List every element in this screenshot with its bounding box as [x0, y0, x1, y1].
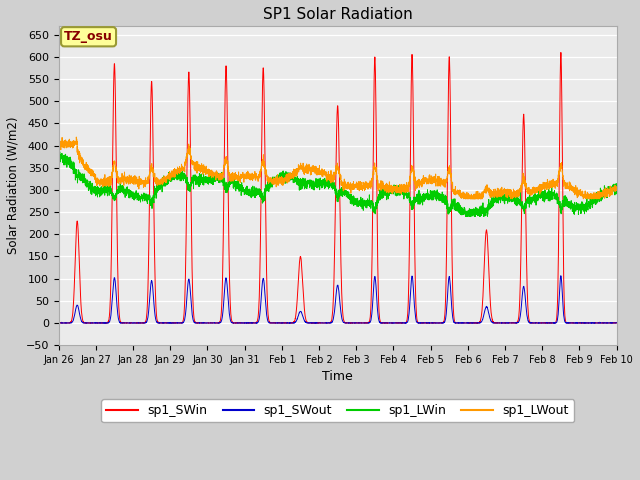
Line: sp1_LWin: sp1_LWin: [59, 152, 617, 216]
sp1_SWin: [155, 320, 163, 325]
sp1_LWout: [463, 190, 471, 195]
sp1_SWout: [495, 320, 502, 326]
sp1_LWin: [613, 191, 621, 196]
sp1_LWin: [317, 182, 324, 188]
sp1_LWin: [432, 194, 440, 200]
sp1_LWin: [462, 214, 470, 219]
Title: SP1 Solar Radiation: SP1 Solar Radiation: [263, 7, 413, 22]
X-axis label: Time: Time: [323, 371, 353, 384]
sp1_LWin: [495, 193, 502, 199]
sp1_LWin: [55, 152, 63, 158]
Line: sp1_SWin: sp1_SWin: [59, 52, 617, 323]
sp1_SWin: [557, 49, 564, 55]
sp1_LWout: [317, 171, 324, 177]
sp1_SWout: [557, 273, 564, 278]
Text: TZ_osu: TZ_osu: [64, 30, 113, 43]
sp1_LWin: [155, 181, 163, 187]
sp1_LWout: [55, 140, 63, 145]
Line: sp1_SWout: sp1_SWout: [59, 276, 617, 323]
sp1_SWin: [613, 320, 621, 325]
sp1_SWin: [495, 320, 502, 326]
Legend: sp1_SWin, sp1_SWout, sp1_LWin, sp1_LWout: sp1_SWin, sp1_SWout, sp1_LWin, sp1_LWout: [101, 399, 574, 422]
sp1_SWin: [317, 320, 324, 326]
sp1_LWout: [612, 187, 620, 192]
sp1_LWout: [495, 192, 502, 198]
Y-axis label: Solar Radiation (W/m2): Solar Radiation (W/m2): [7, 117, 20, 254]
sp1_SWin: [55, 320, 63, 326]
sp1_SWout: [155, 320, 163, 326]
sp1_LWout: [432, 183, 440, 189]
sp1_LWout: [155, 182, 163, 188]
sp1_SWin: [463, 320, 470, 326]
sp1_LWout: [460, 196, 468, 202]
sp1_SWin: [432, 320, 440, 326]
sp1_LWin: [463, 209, 471, 215]
sp1_SWout: [463, 320, 470, 326]
sp1_SWout: [56, 320, 63, 326]
sp1_LWout: [613, 187, 621, 192]
sp1_SWout: [317, 320, 324, 326]
sp1_LWin: [55, 149, 63, 155]
sp1_SWin: [612, 320, 620, 326]
sp1_LWout: [72, 134, 80, 140]
sp1_SWout: [612, 320, 620, 326]
sp1_SWout: [55, 320, 63, 326]
sp1_SWout: [613, 320, 621, 325]
sp1_LWin: [612, 191, 620, 197]
sp1_SWout: [432, 320, 440, 326]
Line: sp1_LWout: sp1_LWout: [59, 137, 617, 199]
